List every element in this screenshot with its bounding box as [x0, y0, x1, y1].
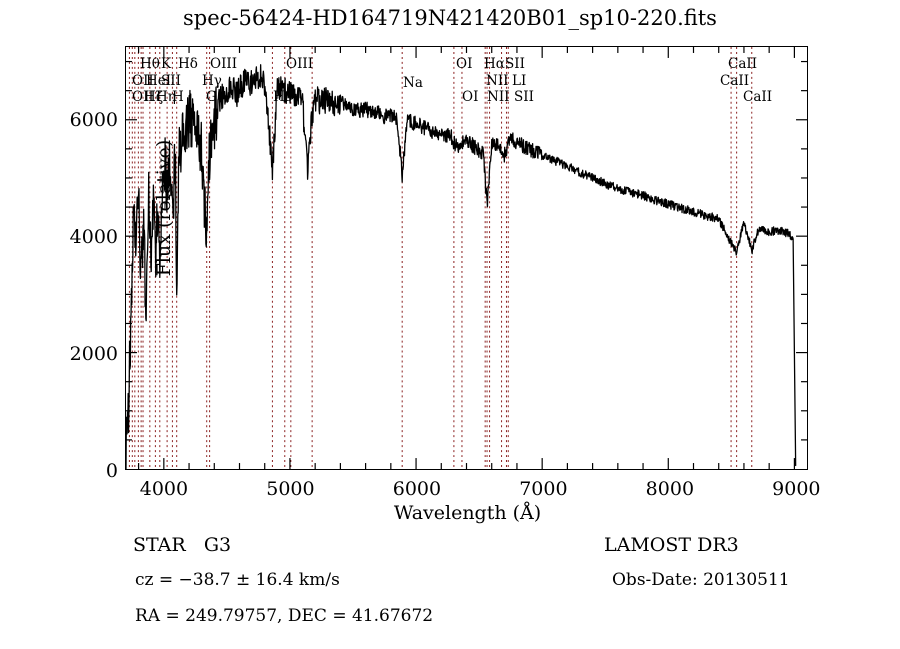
- spectral-line-label: G: [206, 89, 217, 105]
- footer-object-type: STAR G3: [133, 534, 232, 556]
- x-tick-label: 7000: [519, 478, 568, 500]
- spectral-line-label: Hγ: [202, 73, 222, 89]
- spectrum-trace: [126, 64, 797, 469]
- spectral-line-label: Hθ: [140, 56, 160, 72]
- x-tick-label: 4000: [139, 478, 189, 500]
- spectral-line-markers: [128, 47, 753, 469]
- x-tick-label: 6000: [392, 478, 442, 500]
- spectral-line-label: LI: [512, 73, 527, 89]
- spectral-line-label: Hη: [156, 89, 176, 105]
- footer-coords: RA = 249.79757, DEC = 41.67672: [135, 606, 434, 626]
- spectral-line-label: CaII: [728, 56, 758, 72]
- y-tick-label: 6000: [69, 109, 118, 132]
- spectral-line-label: CaII: [743, 89, 773, 105]
- spectral-line-label: OII: [132, 73, 154, 89]
- spectral-line-label: OIII: [210, 56, 238, 72]
- spectrum-canvas: [126, 47, 807, 469]
- x-axis-label: Wavelength (Å): [393, 502, 542, 524]
- spectral-line-label: HeI: [146, 73, 172, 89]
- spectral-line-label: SII: [161, 73, 181, 89]
- spectral-line-label: NII: [486, 73, 509, 89]
- spectral-line-label: OII: [132, 89, 154, 105]
- spectral-line-label: H: [172, 89, 184, 105]
- spectral-line-label: Na: [403, 75, 423, 91]
- axis-ticks: [126, 47, 807, 469]
- spectral-line-label: SII: [514, 89, 534, 105]
- spectral-line-label: Hζ: [144, 89, 164, 105]
- spectral-line-label: OI: [462, 89, 479, 105]
- spectral-line-label: SII: [505, 56, 525, 72]
- spectral-line-label: Hδ: [178, 56, 198, 72]
- y-axis-label: Flux (relative): [153, 139, 175, 277]
- spectral-line-label: NII: [487, 89, 510, 105]
- y-tick-label: 0: [105, 460, 118, 482]
- figure-title: spec-56424-HD164719N421420B01_sp10-220.f…: [183, 6, 717, 30]
- y-tick-label: 2000: [69, 343, 118, 366]
- spectral-line-label: Hβ: [273, 89, 293, 105]
- plot-area: 0 2000 4000 6000 4000 5000 6000 7000 8000 9000 O…: [70, 46, 821, 524]
- spectral-line-label: Hα: [484, 56, 505, 72]
- footer-survey: LAMOST DR3: [604, 534, 739, 556]
- spectral-line-label: OI: [456, 56, 473, 72]
- x-tick-label: 5000: [266, 478, 315, 500]
- spectral-line-label: K: [161, 56, 172, 72]
- footer-obsdate: Obs-Date: 20130511: [612, 570, 790, 590]
- x-tick-label: 9000: [772, 478, 821, 500]
- y-tick-label: 4000: [69, 226, 118, 249]
- footer-cz: cz = −38.7 ± 16.4 km/s: [135, 570, 340, 590]
- spectral-line-label: OIII: [286, 56, 314, 72]
- x-tick-label: 8000: [645, 478, 695, 500]
- spectral-line-label: CaII: [720, 73, 750, 89]
